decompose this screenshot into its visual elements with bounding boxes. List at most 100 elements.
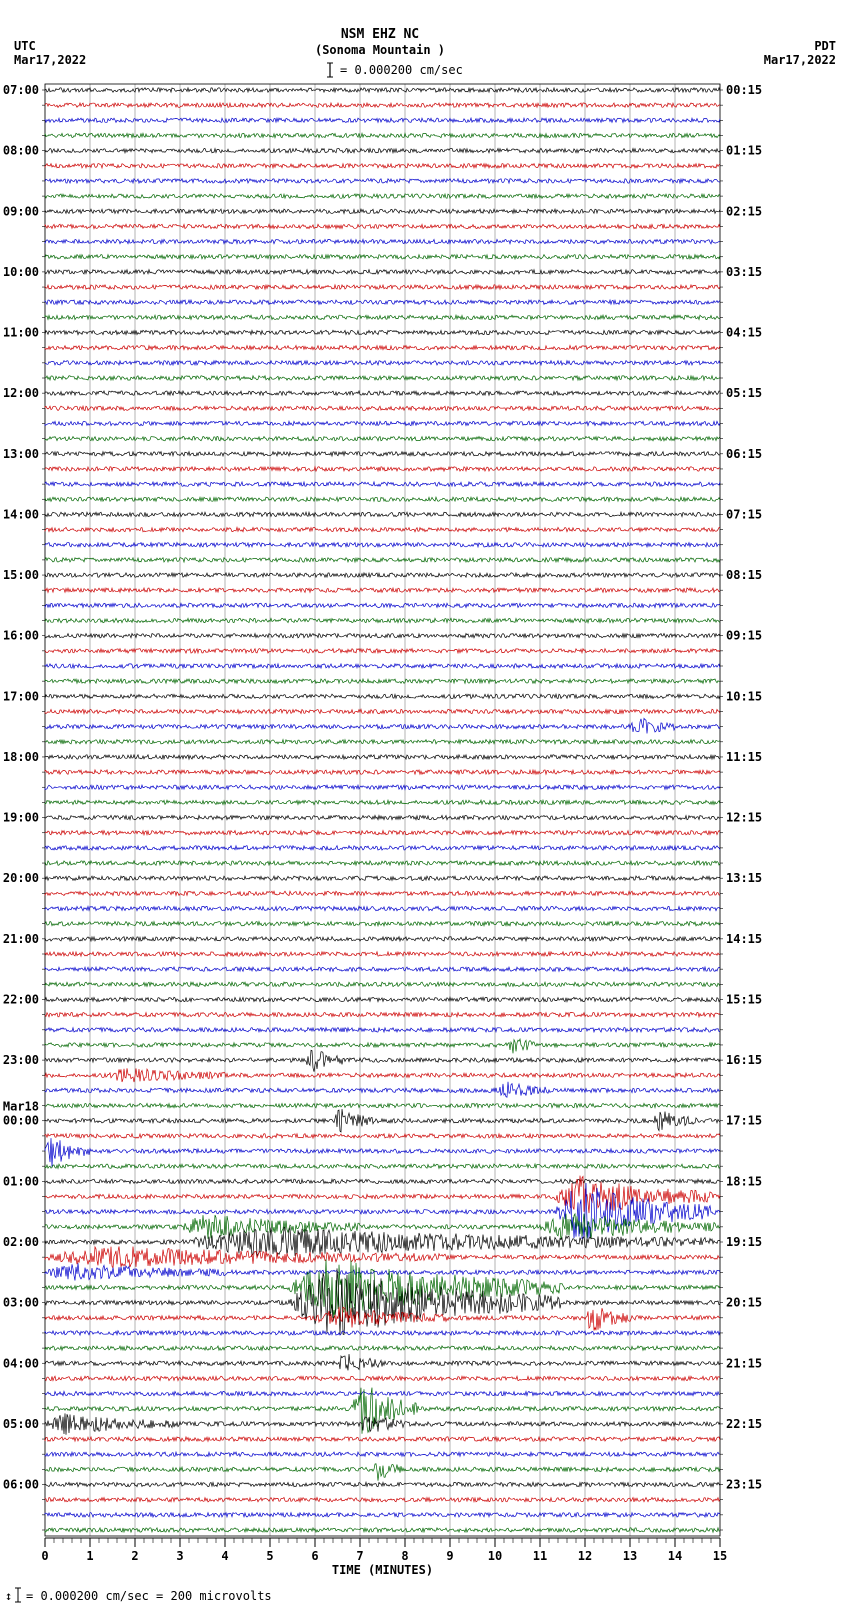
trace-line (45, 785, 720, 789)
trace-line (45, 1164, 720, 1168)
trace-line (45, 1214, 720, 1240)
trace-line (45, 891, 720, 895)
left-time-label: 14:00 (3, 507, 39, 521)
trace-line (45, 740, 720, 744)
trace-line (45, 755, 720, 759)
right-time-label: 10:15 (726, 689, 762, 703)
trace-line (45, 148, 720, 152)
x-tick-label: 9 (446, 1549, 453, 1563)
right-time-label: 15:15 (726, 992, 762, 1006)
trace-line (45, 512, 720, 516)
trace-line (45, 285, 720, 289)
trace-line (45, 467, 720, 471)
trace-line (45, 543, 720, 547)
trace-line (45, 588, 720, 592)
trace-line (45, 618, 720, 622)
right-time-label: 05:15 (726, 386, 762, 400)
right-time-label: 04:15 (726, 326, 762, 340)
x-tick-label: 0 (41, 1549, 48, 1563)
x-tick-label: 13 (623, 1549, 637, 1563)
trace-line (45, 937, 720, 941)
footer-scale: = 0.000200 cm/sec = 200 microvolts (26, 1589, 272, 1603)
trace-line (45, 346, 720, 350)
trace-line (45, 1528, 720, 1532)
right-time-label: 13:15 (726, 871, 762, 885)
right-time-label: 02:15 (726, 204, 762, 218)
trace-line (45, 315, 720, 319)
left-time-label: 20:00 (3, 871, 39, 885)
trace-line (45, 421, 720, 425)
left-time-label: 05:00 (3, 1417, 39, 1431)
trace-line (45, 1331, 720, 1335)
x-tick-label: 12 (578, 1549, 592, 1563)
trace-line (45, 906, 720, 910)
trace-line (45, 664, 720, 668)
date-left: Mar17,2022 (14, 53, 86, 67)
trace-line (45, 1082, 720, 1097)
right-time-label: 08:15 (726, 568, 762, 582)
left-time-label: 11:00 (3, 326, 39, 340)
traces (45, 88, 720, 1532)
trace-line (45, 1464, 720, 1481)
left-time-label: 17:00 (3, 689, 39, 703)
x-tick-label: 8 (401, 1549, 408, 1563)
trace-line (45, 1413, 720, 1434)
left-time-label: 13:00 (3, 447, 39, 461)
right-time-label: 06:15 (726, 447, 762, 461)
left-time-label: 04:00 (3, 1356, 39, 1370)
trace-line (45, 558, 720, 562)
trace-line (45, 391, 720, 395)
trace-line (45, 1346, 720, 1350)
trace-line (45, 718, 720, 733)
x-tick-label: 11 (533, 1549, 547, 1563)
left-time-label: 07:00 (3, 83, 39, 97)
trace-line (45, 1498, 720, 1502)
right-time-label: 19:15 (726, 1235, 762, 1249)
trace-line (45, 603, 720, 607)
left-time-label: 21:00 (3, 932, 39, 946)
x-tick-label: 15 (713, 1549, 727, 1563)
trace-line (45, 1307, 720, 1331)
trace-line (45, 649, 720, 653)
trace-line (45, 118, 720, 122)
left-time-label: 00:00 (3, 1114, 39, 1128)
tz-right: PDT (814, 39, 836, 53)
right-time-label: 21:15 (726, 1356, 762, 1370)
trace-line (45, 406, 720, 410)
trace-line (45, 103, 720, 107)
x-tick-label: 1 (86, 1549, 93, 1563)
trace-line (45, 194, 720, 198)
tz-left: UTC (14, 39, 36, 53)
right-time-label: 16:15 (726, 1053, 762, 1067)
trace-line (45, 1039, 720, 1053)
trace-line (45, 1452, 720, 1456)
right-time-label: 03:15 (726, 265, 762, 279)
trace-line (45, 709, 720, 713)
left-time-label: 19:00 (3, 811, 39, 825)
grid (45, 84, 720, 1536)
trace-line (45, 376, 720, 380)
trace-line (45, 1376, 720, 1380)
trace-line (45, 361, 720, 365)
trace-line (45, 1268, 720, 1334)
right-time-label: 14:15 (726, 932, 762, 946)
trace-line (45, 831, 720, 835)
trace-line (45, 1437, 720, 1441)
right-time-label: 09:15 (726, 629, 762, 643)
seismogram-svg: NSM EHZ NC(Sonoma Mountain )= 0.000200 c… (0, 0, 850, 1613)
trace-line (45, 1068, 720, 1082)
x-tick-label: 6 (311, 1549, 318, 1563)
right-time-label: 23:15 (726, 1478, 762, 1492)
trace-line (45, 922, 720, 926)
trace-line (45, 800, 720, 804)
trace-line (45, 876, 720, 880)
trace-line (45, 452, 720, 456)
scale-label: = 0.000200 cm/sec (340, 63, 463, 77)
trace-line (45, 1482, 720, 1486)
right-time-label: 17:15 (726, 1114, 762, 1128)
left-time-label: 15:00 (3, 568, 39, 582)
trace-line (45, 497, 720, 501)
trace-line (45, 436, 720, 440)
trace-line (45, 255, 720, 259)
right-time-label: 01:15 (726, 144, 762, 158)
